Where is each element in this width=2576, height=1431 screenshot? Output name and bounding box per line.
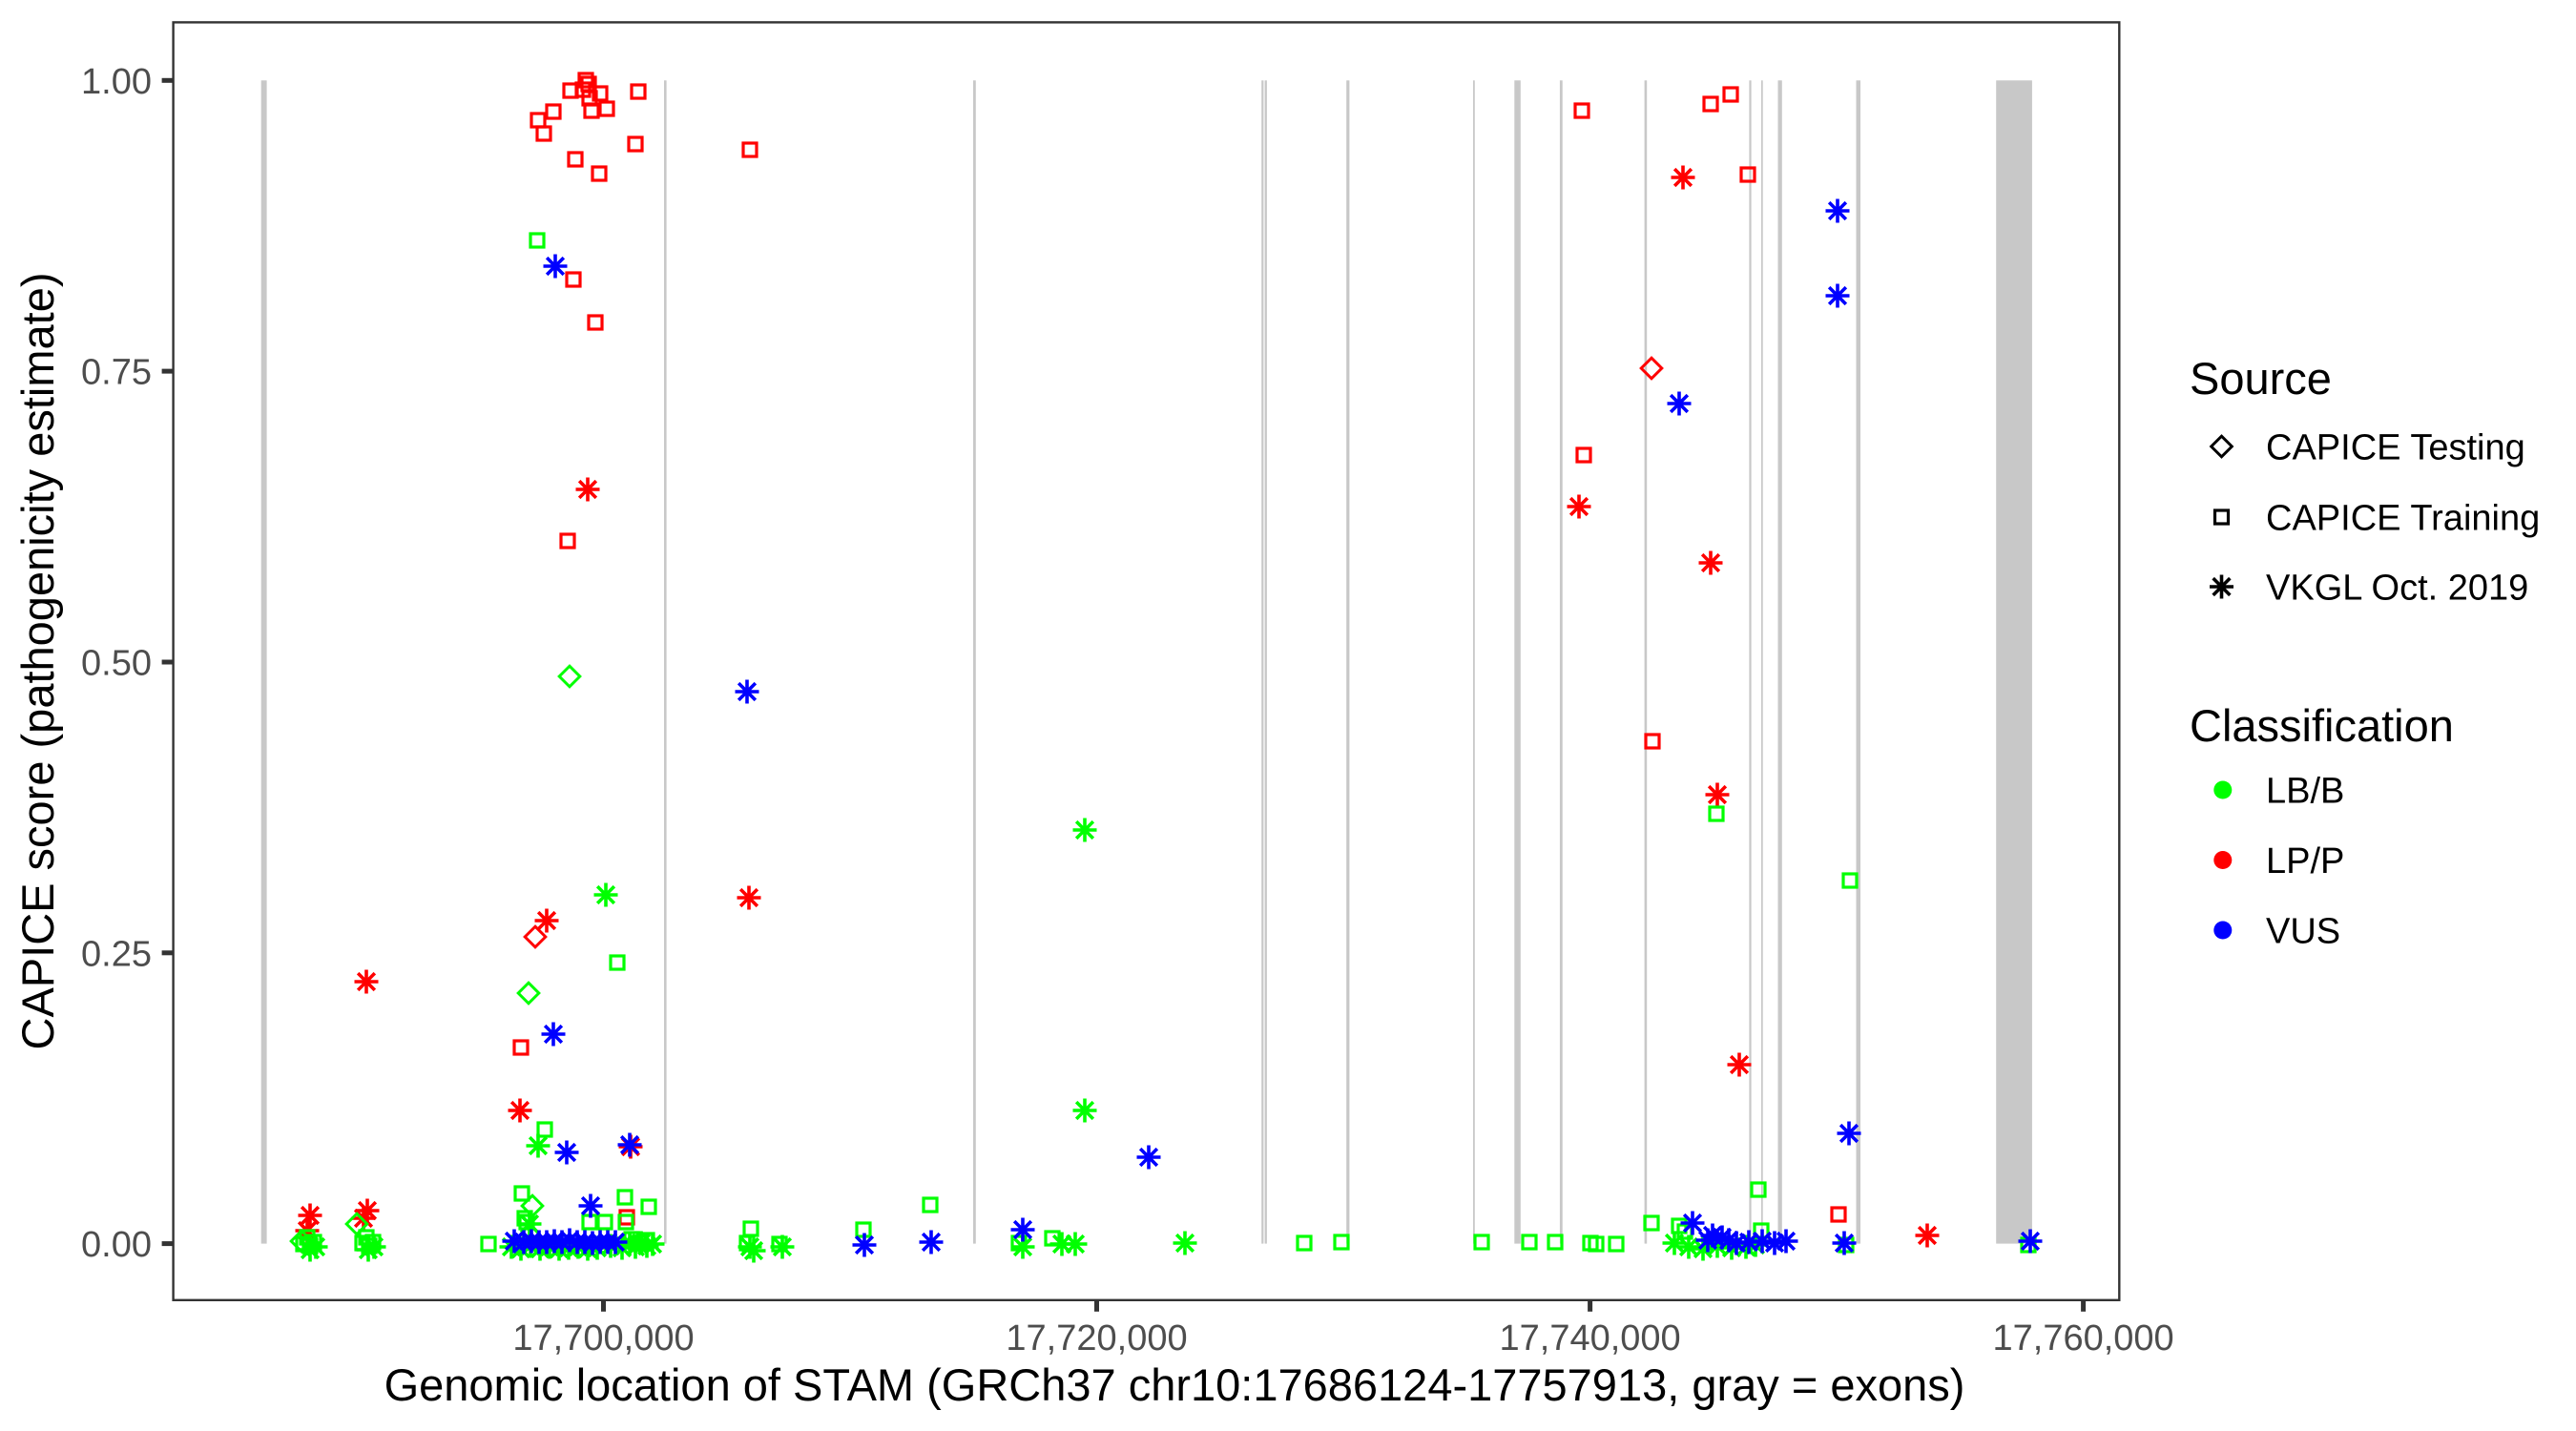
svg-text:17,760,000: 17,760,000 (1993, 1318, 2174, 1358)
svg-text:Genomic location of STAM (GRCh: Genomic location of STAM (GRCh37 chr10:1… (384, 1359, 1965, 1410)
svg-text:1.00: 1.00 (81, 62, 152, 102)
svg-text:Classification: Classification (2190, 700, 2454, 751)
svg-text:Source: Source (2190, 353, 2332, 404)
svg-text:VUS: VUS (2266, 912, 2340, 952)
svg-text:0.50: 0.50 (81, 644, 152, 684)
svg-text:17,740,000: 17,740,000 (1500, 1318, 1681, 1358)
svg-text:0.00: 0.00 (81, 1225, 152, 1265)
svg-text:LB/B: LB/B (2266, 772, 2344, 812)
svg-text:17,720,000: 17,720,000 (1006, 1318, 1187, 1358)
svg-text:VKGL Oct. 2019: VKGL Oct. 2019 (2266, 569, 2528, 609)
svg-text:CAPICE Training: CAPICE Training (2266, 499, 2540, 539)
svg-text:0.25: 0.25 (81, 934, 152, 974)
svg-text:CAPICE Testing: CAPICE Testing (2266, 428, 2525, 468)
svg-text:CAPICE score (pathogenicity es: CAPICE score (pathogenicity estimate) (12, 273, 63, 1050)
svg-text:0.75: 0.75 (81, 353, 152, 393)
svg-text:17,700,000: 17,700,000 (512, 1318, 694, 1358)
svg-text:LP/P: LP/P (2266, 841, 2344, 881)
